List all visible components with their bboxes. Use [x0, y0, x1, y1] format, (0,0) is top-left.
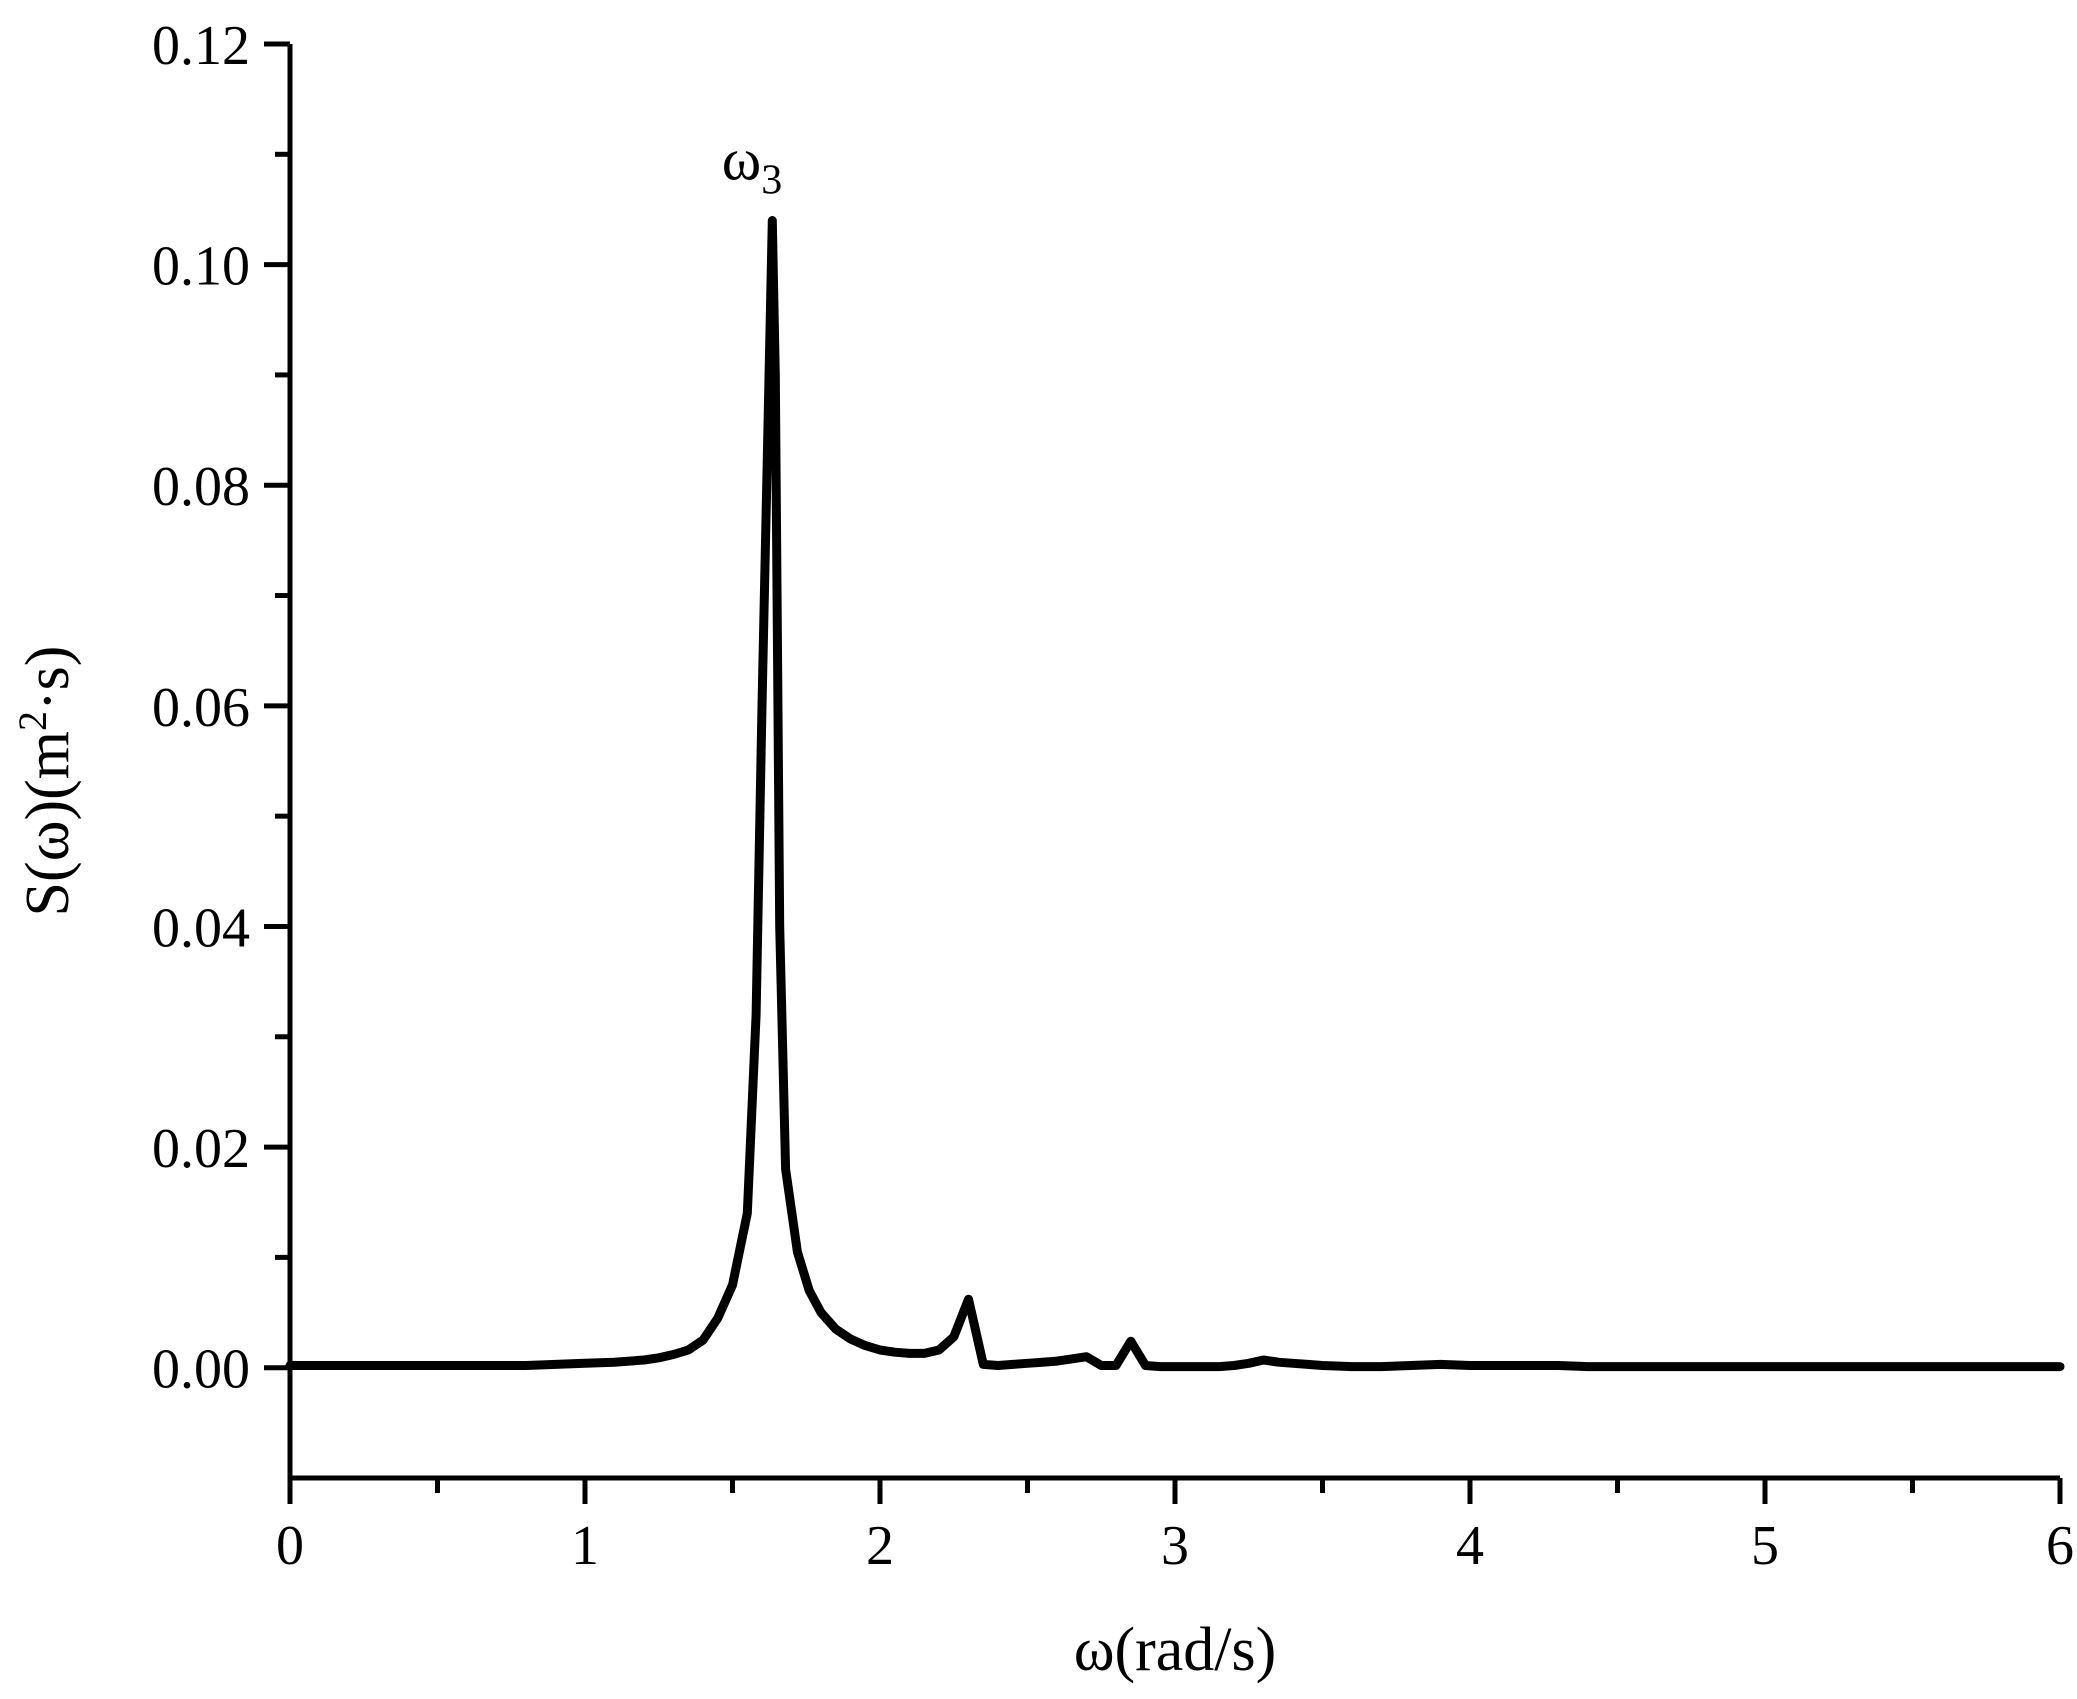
- x-tick-label: 6: [2046, 1515, 2074, 1577]
- y-tick-label: 0.00: [152, 1339, 250, 1401]
- x-tick-label: 2: [866, 1515, 894, 1577]
- x-tick-label: 0: [276, 1515, 304, 1577]
- y-tick-label: 0.02: [152, 1118, 250, 1180]
- y-tick-label: 0.12: [152, 15, 250, 77]
- y-tick-label: 0.08: [152, 456, 250, 518]
- ticks: [264, 41, 2063, 1504]
- x-tick-label: 1: [571, 1515, 599, 1577]
- y-tick-label: 0.06: [152, 677, 250, 739]
- tick-labels: 0 1 2 3 4 5 6 0.00 0.02 0.04 0.06 0.08 0.10 0.12: [152, 15, 2074, 1577]
- peak-annotation: ω3: [722, 126, 783, 203]
- x-axis-title: ω(rad/s): [1074, 1616, 1277, 1684]
- y-axis-title: S(ω)(m2·s): [10, 646, 82, 917]
- y-tick-label: 0.10: [152, 236, 250, 298]
- x-tick-label: 3: [1161, 1515, 1189, 1577]
- y-tick-label: 0.04: [152, 897, 250, 959]
- series-line: [285, 216, 2065, 1372]
- x-tick-label: 5: [1751, 1515, 1779, 1577]
- x-tick-label: 4: [1456, 1515, 1484, 1577]
- axes: [287, 44, 2060, 1481]
